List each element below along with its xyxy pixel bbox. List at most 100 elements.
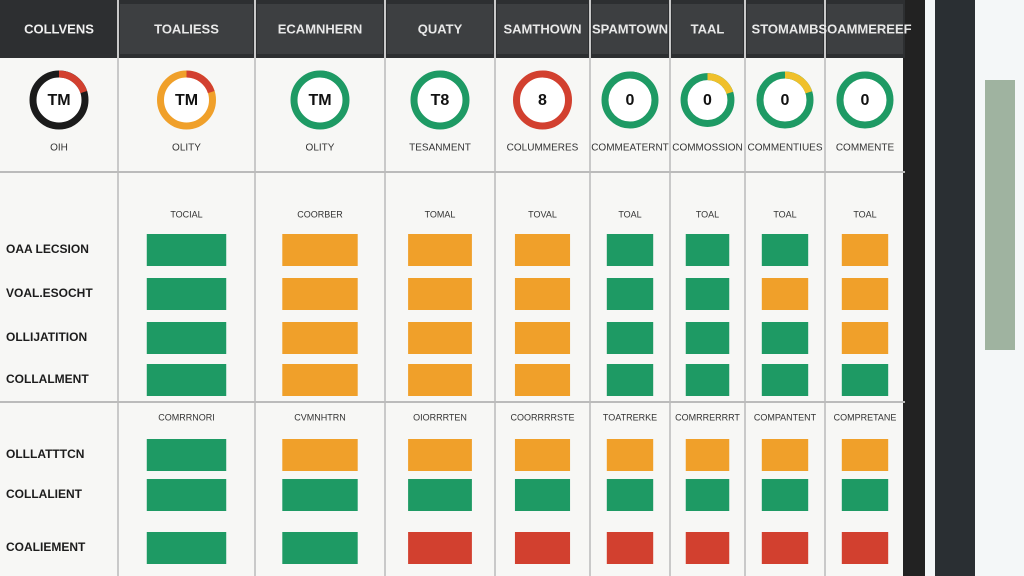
status-cell — [146, 439, 227, 471]
gauge-caption: COMMEATERNT — [591, 143, 669, 154]
status-cell — [841, 532, 889, 564]
gauge-label: TM — [308, 92, 331, 109]
status-cell — [606, 322, 654, 354]
section-heading: TOMAL — [425, 209, 456, 219]
status-cell — [282, 439, 358, 471]
status-cell — [841, 278, 889, 310]
section-heading: COMPANTENT — [754, 412, 817, 422]
status-cell — [408, 234, 472, 266]
status-cell — [606, 532, 654, 564]
board-content: COLLVENS TOALIESS ECAMNHERN QUATY SAMTHOWN SP… — [0, 0, 911, 576]
status-cell — [761, 364, 809, 396]
status-cell — [146, 322, 227, 354]
row-label: OAA LECSION — [6, 242, 89, 256]
row-label: VOAL.ESOCHT — [6, 286, 93, 300]
gauge-label: 0 — [861, 92, 870, 109]
header-bar — [0, 0, 905, 58]
section-heading: TOAL — [773, 209, 796, 219]
status-cell — [685, 364, 730, 396]
status-cell — [761, 322, 809, 354]
status-cell — [606, 439, 654, 471]
status-cell — [841, 322, 889, 354]
gauge-caption: COMMENTIUES — [748, 143, 823, 154]
gauge-accent — [157, 70, 216, 130]
header-cell — [497, 4, 588, 54]
window-view — [985, 80, 1015, 350]
column-header: STOMAMB — [752, 21, 819, 36]
gauge-label: 0 — [626, 92, 635, 109]
header-cell — [257, 4, 383, 54]
section-heading: COMPRETANE — [834, 412, 897, 422]
status-cell — [282, 278, 358, 310]
status-cell — [685, 278, 730, 310]
section-heading: TOAL — [853, 209, 876, 219]
status-cell — [408, 364, 472, 396]
status-cell — [146, 234, 227, 266]
status-cell — [606, 234, 654, 266]
row-label: OLLIJATITION — [6, 330, 87, 344]
status-cell — [685, 322, 730, 354]
section-heading: COMRRERRRT — [675, 412, 740, 422]
status-cell — [282, 479, 358, 511]
status-cell — [685, 479, 730, 511]
row-label: COALIEMENT — [6, 540, 86, 554]
gauge-accent — [756, 71, 814, 129]
gauge-accent — [601, 71, 659, 129]
gauge-accent — [410, 70, 470, 130]
gauge-caption: OIH — [50, 143, 68, 154]
gauge-label: 0 — [781, 92, 790, 109]
gauge-label: 0 — [703, 92, 712, 109]
gauge-label: TM — [47, 92, 70, 109]
status-cell — [514, 278, 571, 310]
header-cell — [827, 4, 903, 54]
status-cell — [841, 439, 889, 471]
header-cell — [592, 4, 668, 54]
section-heading: TOCIAL — [170, 209, 202, 219]
status-cell — [685, 439, 730, 471]
header-cell — [120, 4, 253, 54]
section-heading: TOATRERKE — [603, 412, 657, 422]
status-cell — [282, 532, 358, 564]
status-cell — [146, 532, 227, 564]
section-heading: COMRRNORI — [158, 412, 215, 422]
header-cell — [747, 4, 823, 54]
status-cell — [514, 532, 571, 564]
gauge-accent — [513, 70, 572, 130]
status-cell — [514, 234, 571, 266]
status-cell — [761, 278, 809, 310]
status-cell — [606, 278, 654, 310]
gauge-caption: OLITY — [306, 143, 335, 154]
column-header: COLLVENS — [24, 21, 94, 36]
column-header: SOAMMEREEF — [818, 21, 911, 36]
status-cell — [282, 234, 358, 266]
board-edge — [903, 0, 925, 576]
column-header: TAAL — [691, 21, 725, 36]
status-cell — [514, 439, 571, 471]
status-cell — [841, 479, 889, 511]
status-cell — [408, 278, 472, 310]
gauge-caption: COMMOSSION — [672, 143, 743, 154]
column-header: ECAMNHERN — [278, 21, 363, 36]
status-cell — [146, 364, 227, 396]
status-cell — [282, 364, 358, 396]
status-cell — [761, 532, 809, 564]
status-cell — [408, 532, 472, 564]
status-cell — [514, 364, 571, 396]
row-label: OLLLATTTCN — [6, 447, 84, 461]
section-heading: TOVAL — [528, 209, 557, 219]
header-cell — [672, 4, 743, 54]
row-label: COLLALIENT — [6, 487, 83, 501]
status-cell — [606, 364, 654, 396]
gauge-accent — [836, 71, 894, 129]
status-cell — [408, 439, 472, 471]
status-cell — [146, 479, 227, 511]
gauge-label: TM — [175, 92, 198, 109]
status-cell — [841, 364, 889, 396]
status-cell — [606, 479, 654, 511]
window-frame — [935, 0, 975, 576]
gauge-caption: OLITY — [172, 143, 201, 154]
gauge-accent — [680, 73, 735, 127]
status-cell — [146, 278, 227, 310]
section-heading: COORRRRSTE — [510, 412, 574, 422]
